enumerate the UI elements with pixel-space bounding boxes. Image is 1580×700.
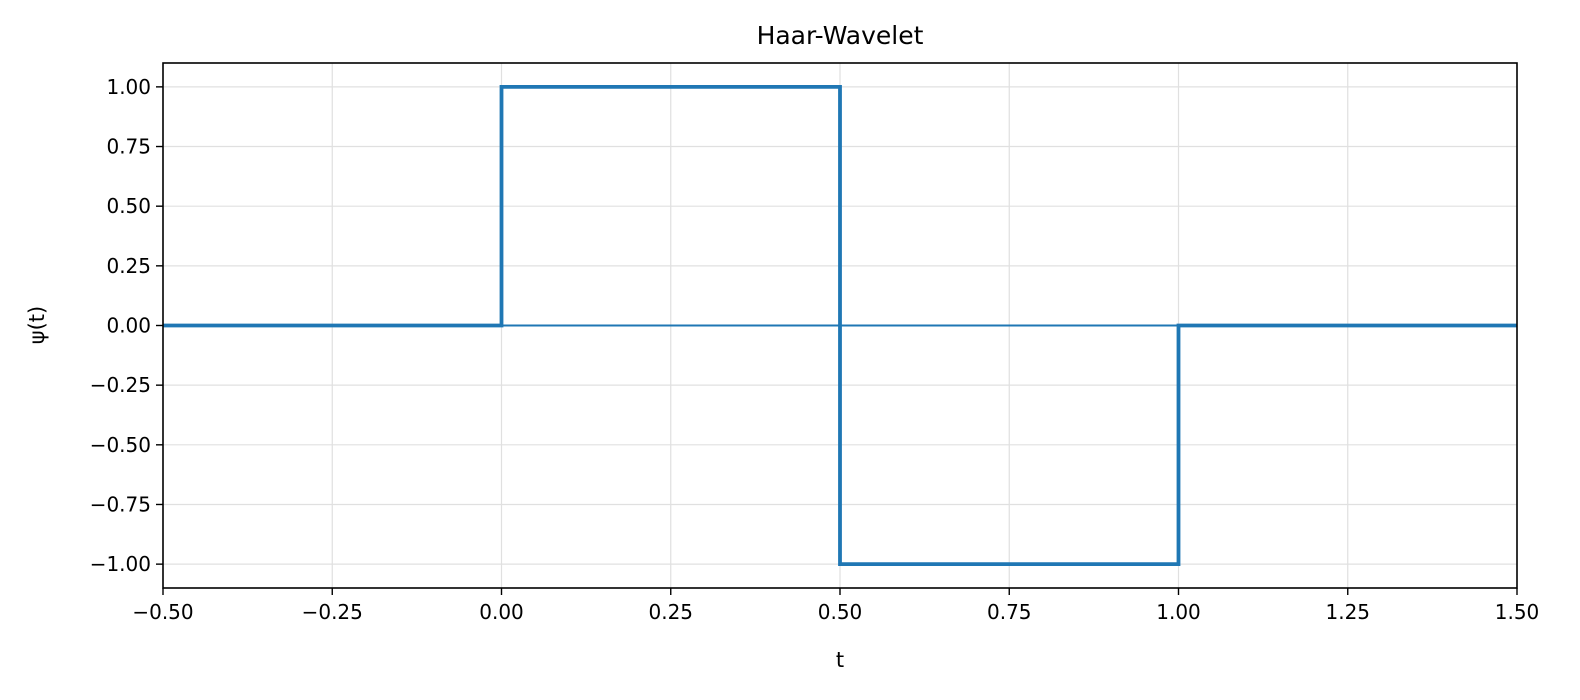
y-tick-label: 0.50 [106,194,151,218]
y-tick-label: 0.25 [106,254,151,278]
y-tick-label: −0.75 [90,492,151,516]
chart-title: Haar-Wavelet [757,21,924,50]
y-tick-label: −1.00 [90,552,151,576]
x-axis-label: t [836,648,844,672]
x-tick-label: 0.50 [818,600,863,624]
ticks: −0.50 −0.25 0.00 0.25 0.50 0.75 1.00 1.25 1.50 −1… [90,75,1540,624]
y-tick-label: 0.00 [106,314,151,338]
x-tick-label: 1.00 [1156,600,1201,624]
x-tick-label: −0.50 [132,600,193,624]
x-tick-label: 0.00 [479,600,524,624]
haar-wavelet-series-line [163,84,1517,567]
x-tick-label: 1.25 [1325,600,1370,624]
y-tick-label: −0.50 [90,433,151,457]
y-tick-label: 0.75 [106,135,151,159]
x-tick-label: 0.25 [648,600,693,624]
x-tick-label: 0.75 [987,600,1032,624]
y-tick-label: −0.25 [90,373,151,397]
plot-area [163,84,1517,567]
y-axis-label: ψ(t) [25,306,49,344]
x-tick-label: 1.50 [1495,600,1540,624]
y-tick-label: 1.00 [106,75,151,99]
x-tick-label: −0.25 [302,600,363,624]
